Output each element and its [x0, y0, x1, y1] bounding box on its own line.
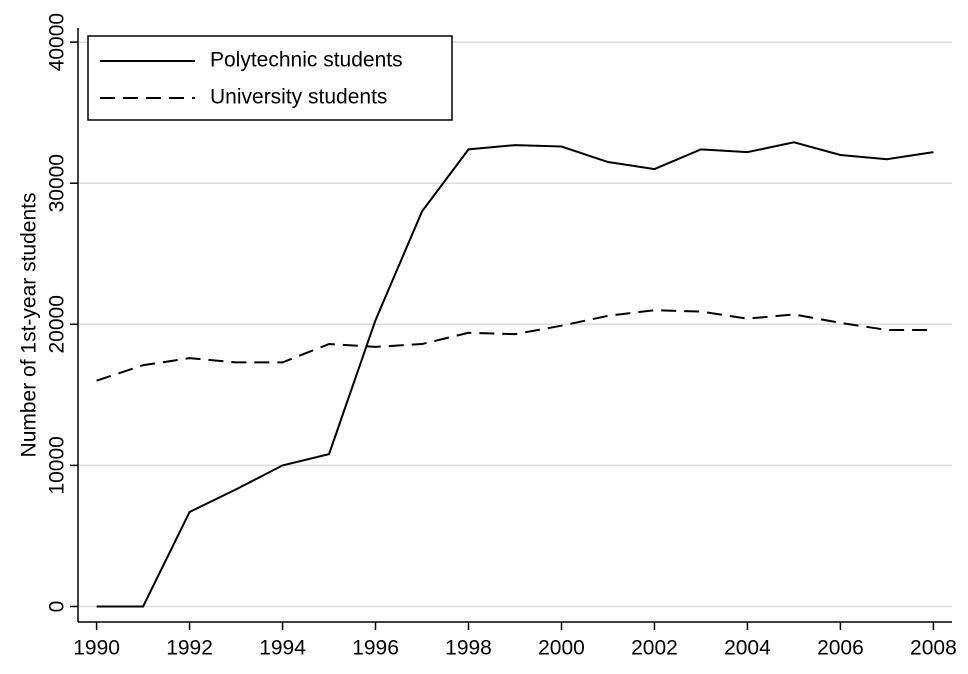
- legend-label: Polytechnic students: [210, 49, 403, 72]
- legend-box: [87, 35, 453, 121]
- y-tick-label: 20000: [46, 295, 69, 353]
- x-tick-label: 2000: [538, 637, 585, 660]
- x-tick-label: 1992: [166, 637, 213, 660]
- y-tick-label: 0: [46, 601, 69, 613]
- data-line: [96, 309, 934, 382]
- x-tick-label: 2008: [910, 637, 957, 660]
- y-tick-label: 40000: [46, 13, 69, 71]
- legend-label: University students: [210, 86, 387, 109]
- x-tick-label: 2002: [631, 637, 678, 660]
- y-tick-label: 30000: [46, 154, 69, 212]
- y-axis-title: Number of 1st-year students: [18, 193, 41, 458]
- x-tick-label: 1998: [445, 637, 492, 660]
- x-tick-label: 2006: [817, 637, 864, 660]
- x-tick-label: 1994: [259, 637, 306, 660]
- y-tick-label: 10000: [46, 436, 69, 494]
- x-tick-label: 2004: [724, 637, 771, 660]
- x-tick-label: 1990: [73, 637, 120, 660]
- data-line: [96, 141, 934, 608]
- x-tick-label: 1996: [352, 637, 399, 660]
